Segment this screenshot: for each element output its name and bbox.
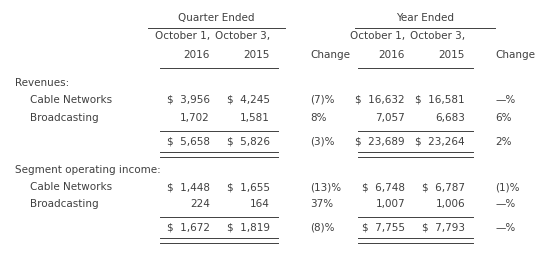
Text: October 1,: October 1,: [350, 31, 405, 41]
Text: $  5,826: $ 5,826: [227, 137, 270, 147]
Text: $  5,658: $ 5,658: [167, 137, 210, 147]
Text: (13)%: (13)%: [310, 182, 341, 192]
Text: $  3,956: $ 3,956: [167, 95, 210, 105]
Text: 6%: 6%: [495, 113, 512, 123]
Text: 2016: 2016: [378, 50, 405, 60]
Text: (7)%: (7)%: [310, 95, 334, 105]
Text: $  1,672: $ 1,672: [167, 223, 210, 233]
Text: $  1,448: $ 1,448: [167, 182, 210, 192]
Text: 2%: 2%: [495, 137, 512, 147]
Text: 1,006: 1,006: [435, 199, 465, 209]
Text: Change: Change: [310, 50, 350, 60]
Text: 2015: 2015: [244, 50, 270, 60]
Text: 164: 164: [250, 199, 270, 209]
Text: October 3,: October 3,: [410, 31, 465, 41]
Text: (3)%: (3)%: [310, 137, 334, 147]
Text: 224: 224: [190, 199, 210, 209]
Text: Cable Networks: Cable Networks: [30, 182, 112, 192]
Text: $  16,581: $ 16,581: [415, 95, 465, 105]
Text: $  6,787: $ 6,787: [422, 182, 465, 192]
Text: October 1,: October 1,: [155, 31, 210, 41]
Text: 7,057: 7,057: [375, 113, 405, 123]
Text: —%: —%: [495, 223, 515, 233]
Text: (1)%: (1)%: [495, 182, 520, 192]
Text: Broadcasting: Broadcasting: [30, 113, 99, 123]
Text: Quarter Ended: Quarter Ended: [178, 13, 254, 23]
Text: $  6,748: $ 6,748: [362, 182, 405, 192]
Text: 6,683: 6,683: [435, 113, 465, 123]
Text: 2016: 2016: [184, 50, 210, 60]
Text: $  7,793: $ 7,793: [422, 223, 465, 233]
Text: 1,581: 1,581: [240, 113, 270, 123]
Text: 1,007: 1,007: [375, 199, 405, 209]
Text: 8%: 8%: [310, 113, 326, 123]
Text: (8)%: (8)%: [310, 223, 334, 233]
Text: 37%: 37%: [310, 199, 333, 209]
Text: October 3,: October 3,: [215, 31, 270, 41]
Text: $  23,689: $ 23,689: [355, 137, 405, 147]
Text: $  23,264: $ 23,264: [415, 137, 465, 147]
Text: 1,702: 1,702: [180, 113, 210, 123]
Text: Revenues:: Revenues:: [15, 78, 70, 88]
Text: $  16,632: $ 16,632: [355, 95, 405, 105]
Text: Change: Change: [495, 50, 535, 60]
Text: Cable Networks: Cable Networks: [30, 95, 112, 105]
Text: Segment operating income:: Segment operating income:: [15, 165, 161, 175]
Text: $  1,655: $ 1,655: [227, 182, 270, 192]
Text: 2015: 2015: [439, 50, 465, 60]
Text: $  4,245: $ 4,245: [227, 95, 270, 105]
Text: —%: —%: [495, 199, 515, 209]
Text: Year Ended: Year Ended: [396, 13, 454, 23]
Text: $  1,819: $ 1,819: [227, 223, 270, 233]
Text: —%: —%: [495, 95, 515, 105]
Text: $  7,755: $ 7,755: [362, 223, 405, 233]
Text: Broadcasting: Broadcasting: [30, 199, 99, 209]
